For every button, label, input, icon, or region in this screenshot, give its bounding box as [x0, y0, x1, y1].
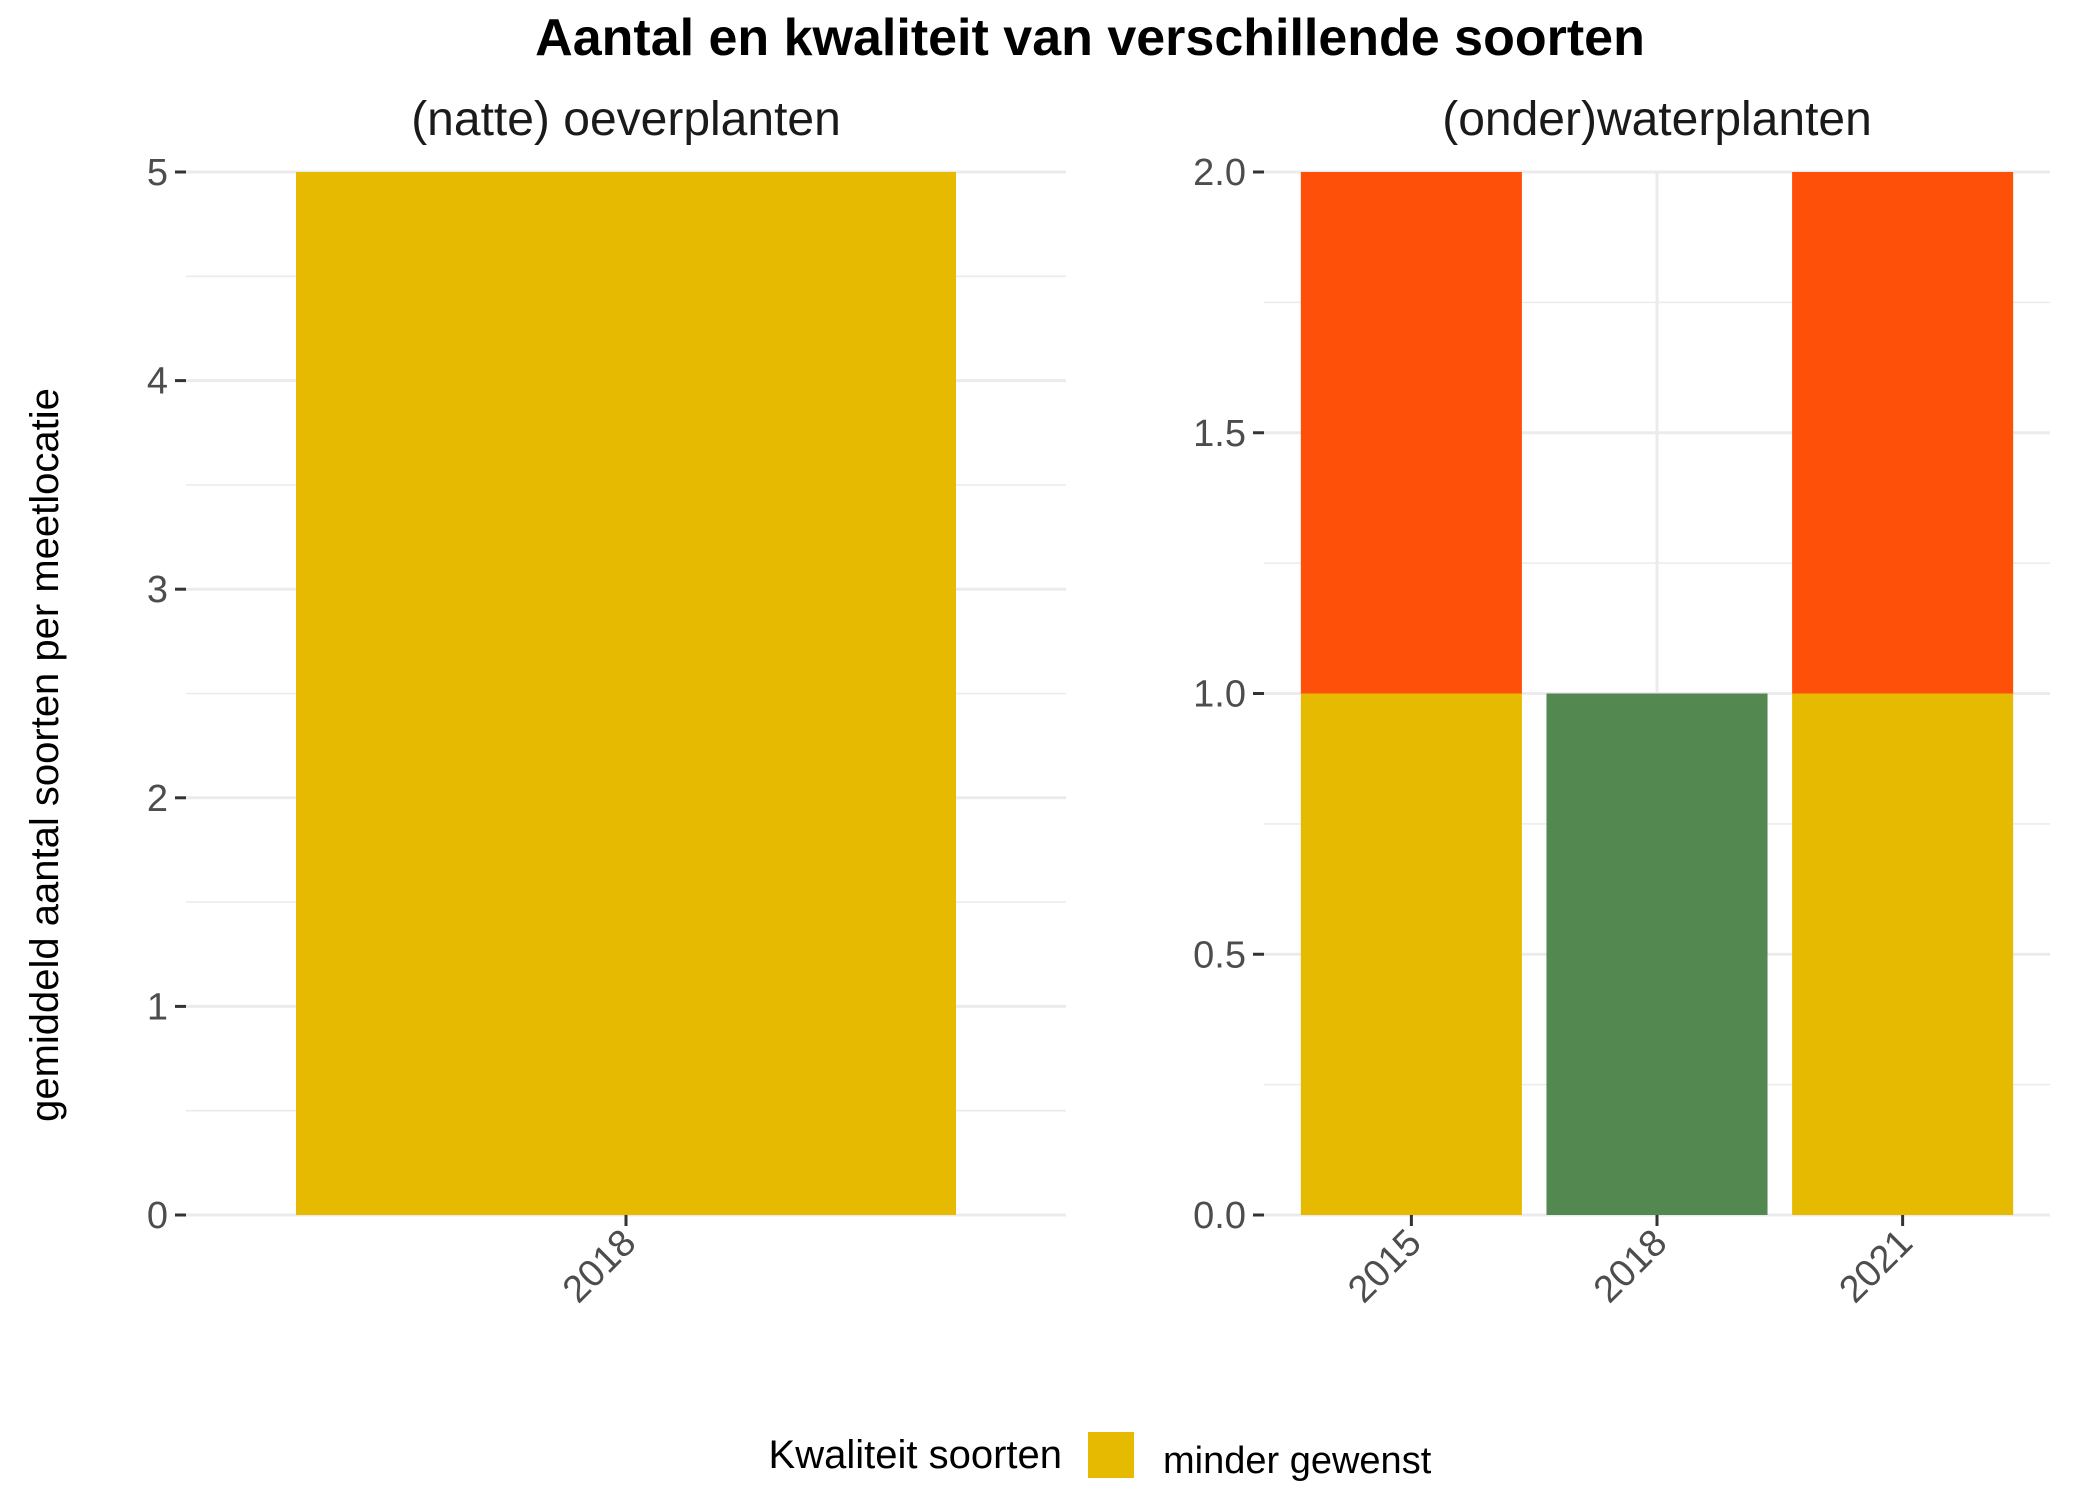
- y-tick-label: 5: [147, 152, 168, 194]
- y-tick-label: 0.0: [1193, 1195, 1246, 1237]
- facet-title: (natte) oeverplanten: [411, 93, 841, 146]
- bar-segment: [1546, 693, 1768, 1215]
- bar-segment: [1300, 172, 1522, 694]
- y-tick-label: 1: [147, 986, 168, 1028]
- bar-segment: [296, 172, 956, 1215]
- y-tick-label: 2.0: [1193, 152, 1246, 194]
- bar-segment: [1792, 693, 2014, 1215]
- y-tick-label: 1.0: [1193, 674, 1246, 716]
- legend-label: minder gewenst: [1163, 1440, 1432, 1482]
- y-tick-label: 4: [147, 361, 168, 403]
- y-tick-label: 2: [147, 778, 168, 820]
- x-tick-label: 2021: [1832, 1222, 1921, 1311]
- legend-title: Kwaliteit soorten: [769, 1433, 1062, 1477]
- legend-entries: minder gewenst: [1088, 1432, 1432, 1482]
- x-tick-label: 2018: [555, 1222, 644, 1311]
- y-tick-label: 1.5: [1193, 413, 1246, 455]
- panels: (natte) oeverplanten0123452018(onder)wat…: [147, 93, 2050, 1311]
- legend-key: [1088, 1432, 1134, 1478]
- x-tick-label: 2018: [1586, 1222, 1675, 1311]
- y-tick-label: 3: [147, 569, 168, 611]
- x-tick-label: 2015: [1340, 1222, 1429, 1311]
- y-tick-label: 0: [147, 1195, 168, 1237]
- bar-segment: [1792, 172, 2014, 694]
- bar-segment: [1300, 693, 1522, 1215]
- facet-title: (onder)waterplanten: [1442, 93, 1872, 146]
- y-axis-title: gemiddeld aantal soorten per meetlocatie: [23, 388, 67, 1122]
- panel-1: (natte) oeverplanten 0 1 2 3 4 5 2018: [147, 93, 1066, 1311]
- legend: Kwaliteit soorten minder gewenst: [769, 1432, 1432, 1482]
- panel-2: (onder)waterplanten 0.0 0.5 1.0 1.5 2.0 2015 20…: [1193, 93, 2050, 1311]
- y-tick-label: 0.5: [1193, 934, 1246, 976]
- chart-title: Aantal en kwaliteit van verschillende so…: [535, 9, 1645, 67]
